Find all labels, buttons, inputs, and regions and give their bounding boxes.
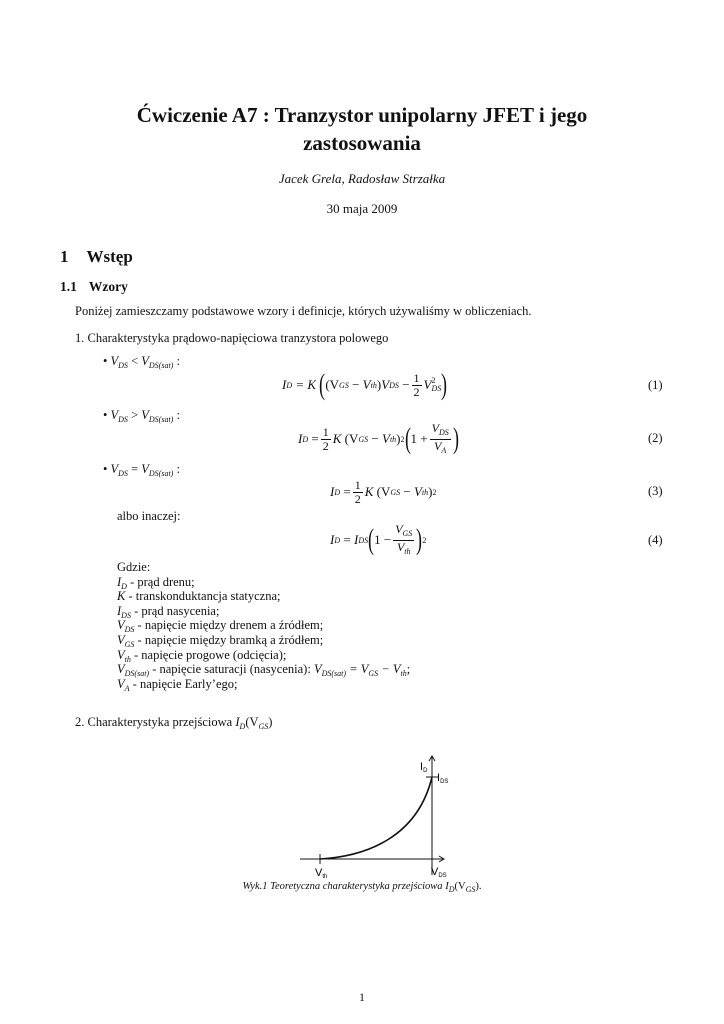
definition-item: Vth - napięcie progowe (odcięcia); — [117, 647, 287, 664]
transfer-characteristic-figure: ID IDS Vth VDS — [300, 755, 448, 880]
equation-number-3: (3) — [648, 484, 663, 498]
section-title: Wstęp — [86, 247, 133, 266]
date: 30 maja 2009 — [326, 201, 398, 216]
title-line-2: zastosowania — [303, 131, 421, 155]
definition-item: VA - napięcie Early’ego; — [117, 676, 238, 693]
albo-inaczej: albo inaczej: — [117, 509, 181, 523]
section-number: 1 — [60, 247, 69, 266]
x-axis-arrow — [438, 855, 445, 863]
definitions-head: Gdzie: — [117, 560, 151, 574]
y-axis-arrow — [428, 755, 436, 762]
bullet-condition-2: • VDS > VDS(sat) : — [103, 408, 180, 424]
definition-item: K - transkonduktancja statyczna; — [117, 589, 281, 604]
y-axis-label: ID — [420, 761, 428, 774]
bullet-condition-1: • VDS < VDS(sat) : — [103, 354, 180, 370]
intro-paragraph: Poniżej zamieszczamy podstawowe wzory i … — [75, 304, 532, 318]
title-line-1: Ćwiczenie A7 : Tranzystor unipolarny JFE… — [136, 103, 588, 127]
definition-item: IDS - prąd nasycenia; — [117, 603, 220, 620]
definition-item: ID - prąd drenu; — [117, 574, 195, 591]
definitions-list: Gdzie: ID - prąd drenu; K - transkondukt… — [117, 560, 411, 693]
equation-number-2: (2) — [648, 431, 663, 445]
x-axis-label: VDS — [431, 866, 447, 879]
list-item-1: 1. Charakterystyka prądowo-napięciowa tr… — [75, 331, 389, 345]
transfer-curve — [319, 776, 433, 860]
equation-number-4: (4) — [648, 533, 663, 547]
bullet-condition-3: • VDS = VDS(sat) : — [103, 462, 180, 478]
equation-number-1: (1) — [648, 378, 663, 392]
subsection-number: 1.1 — [60, 279, 77, 294]
definition-item: VGS - napięcie między bramką a źródłem; — [117, 632, 324, 649]
ids-label: IDS — [437, 772, 448, 785]
figure-caption: Wyk.1 Teoretyczna charakterystyka przejś… — [242, 881, 482, 894]
page-number: 1 — [359, 990, 365, 1004]
subsection-title: Wzory — [88, 279, 128, 294]
section-heading: 1 Wstęp — [60, 247, 133, 267]
vth-label: Vth — [315, 867, 327, 880]
definition-item: VDS - napięcie między drenem a źródłem; — [117, 618, 324, 635]
list-item-2: 2. Charakterystyka przejściowa ID(VGS) — [75, 715, 273, 731]
authors: Jacek Grela, Radosław Strzałka — [278, 171, 446, 186]
definition-item: VDS(sat) - napięcie saturacji (nasycenia… — [117, 662, 411, 679]
subsection-heading: 1.1 Wzory — [60, 279, 128, 295]
